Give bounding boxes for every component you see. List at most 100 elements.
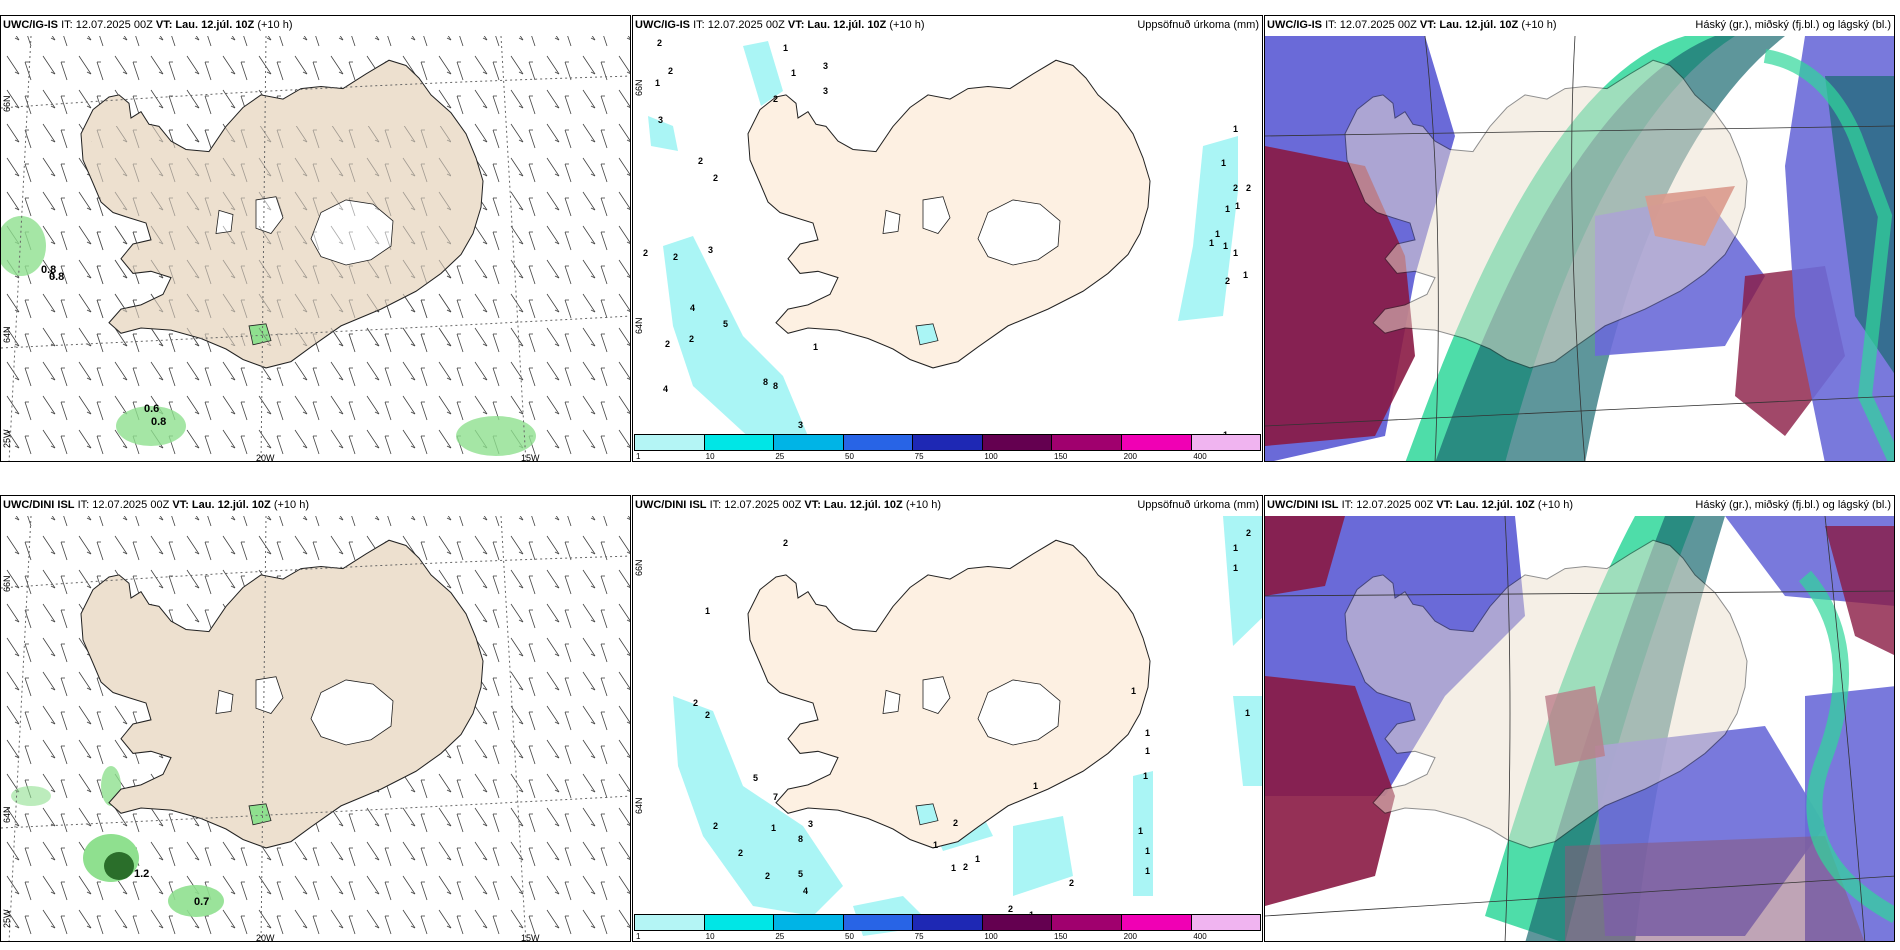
colorbar-tick: 100 xyxy=(984,452,998,461)
colorbar-swatch xyxy=(1121,435,1192,450)
panel-title: UWC/IG-IS IT: 12.07.2025 00Z VT: Lau. 12… xyxy=(635,19,925,31)
svg-text:1: 1 xyxy=(1223,241,1228,251)
lat-label: 64N xyxy=(2,326,12,343)
svg-text:2: 2 xyxy=(705,710,710,720)
precip-colorbar: 1 10 25 50 75 100 150 200 400 xyxy=(634,914,1261,941)
svg-text:2: 2 xyxy=(783,538,788,548)
colorbar-swatch xyxy=(913,915,983,930)
precip-label: 1.2 xyxy=(134,868,149,880)
svg-text:1: 1 xyxy=(1233,563,1238,573)
wind-map: 0.8 0.8 0.6 0.8 xyxy=(1,35,630,461)
colorbar-swatch xyxy=(982,915,1053,930)
precip-values: 2 1 3 1 2 1 3 3 2 2 2 3 2 2 4 2 5 8 8 3 … xyxy=(643,38,1251,440)
colorbar-tick: 100 xyxy=(984,932,998,941)
colorbar-swatch xyxy=(704,915,775,930)
panel-clouds-dini-isl: UWC/DINI ISL IT: 12.07.2025 00Z VT: Lau.… xyxy=(1264,495,1895,942)
svg-text:2: 2 xyxy=(689,334,694,344)
svg-text:2: 2 xyxy=(1069,878,1074,888)
panel-title: UWC/DINI ISL IT: 12.07.2025 00Z VT: Lau.… xyxy=(3,499,310,511)
cloud-map xyxy=(1265,35,1894,461)
lon-label: 25W xyxy=(2,429,12,448)
svg-text:2: 2 xyxy=(1225,276,1230,286)
svg-text:2: 2 xyxy=(765,871,770,881)
colorbar-swatch xyxy=(1052,435,1122,450)
svg-text:8: 8 xyxy=(763,377,768,387)
svg-text:2: 2 xyxy=(657,38,662,48)
precip-label: 0.8 xyxy=(49,271,64,283)
svg-text:1: 1 xyxy=(975,854,980,864)
svg-text:1: 1 xyxy=(1233,124,1238,134)
lat-label: 64N xyxy=(634,317,644,334)
lon-label: 15W xyxy=(521,933,540,942)
colorbar-tick: 150 xyxy=(1054,932,1068,941)
svg-text:3: 3 xyxy=(708,245,713,255)
panel-title: UWC/IG-IS IT: 12.07.2025 00Z VT: Lau. 12… xyxy=(1267,19,1557,31)
colorbar-swatch xyxy=(704,435,775,450)
precip-map: 2 1 2 2 5 7 3 8 5 2 2 4 2 1 2 1 1 1 2 2 … xyxy=(673,516,1262,936)
precip-label: 0.7 xyxy=(194,896,209,908)
lat-label: 64N xyxy=(634,797,644,814)
svg-text:1: 1 xyxy=(1243,270,1248,280)
svg-text:1: 1 xyxy=(1033,781,1038,791)
colorbar-tick: 25 xyxy=(775,932,785,941)
colorbar-swatch xyxy=(635,435,705,450)
svg-text:2: 2 xyxy=(673,252,678,262)
precip-values: 2 1 2 2 5 7 3 8 5 2 2 4 2 1 2 1 1 1 2 2 … xyxy=(693,528,1251,920)
svg-text:7: 7 xyxy=(773,792,778,802)
panel-title: UWC/DINI ISL IT: 12.07.2025 00Z VT: Lau.… xyxy=(1267,499,1574,511)
colorbar-swatch xyxy=(843,915,914,930)
svg-text:5: 5 xyxy=(723,319,728,329)
colorbar-swatch xyxy=(1052,915,1122,930)
svg-text:8: 8 xyxy=(798,834,803,844)
wind-map: 1.2 0.7 xyxy=(1,515,630,941)
lat-label: 66N xyxy=(2,575,12,592)
svg-text:5: 5 xyxy=(753,773,758,783)
svg-text:2: 2 xyxy=(1008,904,1013,914)
svg-text:3: 3 xyxy=(658,115,663,125)
panel-field-label: Uppsöfnuð úrkoma (mm) xyxy=(1137,19,1259,31)
precip-label: 0.8 xyxy=(41,264,56,276)
colorbar-tick: 400 xyxy=(1193,452,1207,461)
colorbar-swatch xyxy=(843,435,914,450)
colorbar-tick: 50 xyxy=(845,932,854,941)
svg-text:2: 2 xyxy=(643,248,648,258)
svg-text:4: 4 xyxy=(803,886,808,896)
svg-text:1: 1 xyxy=(1145,846,1150,856)
svg-text:1: 1 xyxy=(1145,746,1150,756)
svg-text:2: 2 xyxy=(773,94,778,104)
colorbar-swatch xyxy=(1121,915,1192,930)
svg-text:1: 1 xyxy=(1143,771,1148,781)
colorbar-swatch xyxy=(774,915,844,930)
colorbar-tick: 150 xyxy=(1054,452,1068,461)
svg-text:1: 1 xyxy=(705,606,710,616)
colorbar-swatch xyxy=(1191,435,1261,450)
svg-text:1: 1 xyxy=(1145,866,1150,876)
panel-title: UWC/DINI ISL IT: 12.07.2025 00Z VT: Lau.… xyxy=(635,499,942,511)
colorbar-tick: 200 xyxy=(1123,932,1138,941)
panel-wind-dini-isl: UWC/DINI ISL IT: 12.07.2025 00Z VT: Lau.… xyxy=(0,495,631,942)
colorbar-tick: 400 xyxy=(1193,932,1207,941)
svg-text:3: 3 xyxy=(808,819,813,829)
lat-label: 66N xyxy=(634,79,644,96)
svg-text:1: 1 xyxy=(1245,708,1250,718)
precip-map: 2 1 3 1 2 1 3 3 2 2 2 3 2 2 4 2 5 8 8 3 … xyxy=(643,38,1251,441)
svg-text:2: 2 xyxy=(1246,528,1251,538)
panel-precip-ig-is: UWC/IG-IS IT: 12.07.2025 00Z VT: Lau. 12… xyxy=(632,15,1263,462)
svg-text:1: 1 xyxy=(791,68,796,78)
svg-text:3: 3 xyxy=(823,86,828,96)
colorbar-tick: 10 xyxy=(705,452,715,461)
svg-text:1: 1 xyxy=(933,840,938,850)
colorbar-tick: 10 xyxy=(705,932,715,941)
colorbar-swatch xyxy=(774,435,844,450)
panel-wind-ig-is: UWC/IG-IS IT: 12.07.2025 00Z VT: Lau. 12… xyxy=(0,15,631,462)
svg-text:2: 2 xyxy=(713,173,718,183)
svg-text:1: 1 xyxy=(1131,686,1136,696)
svg-text:1: 1 xyxy=(951,863,956,873)
svg-text:4: 4 xyxy=(663,384,668,394)
colorbar-tick: 50 xyxy=(845,452,854,461)
colorbar-tick: 75 xyxy=(914,932,924,941)
svg-text:2: 2 xyxy=(693,698,698,708)
svg-text:2: 2 xyxy=(698,156,703,166)
svg-text:1: 1 xyxy=(771,823,776,833)
svg-text:3: 3 xyxy=(798,420,803,430)
